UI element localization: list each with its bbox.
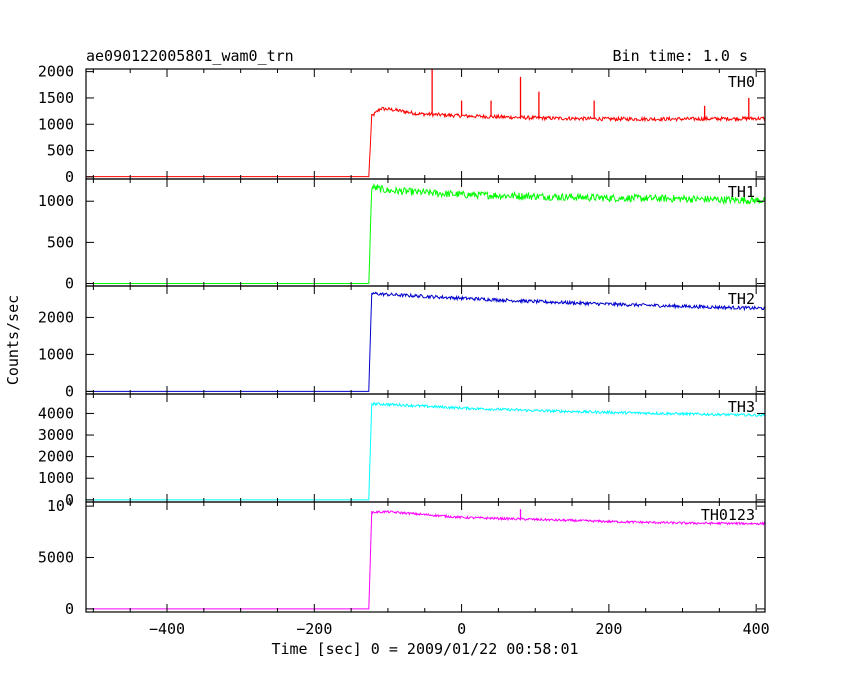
panel-label: TH0123 [701, 506, 755, 524]
panel-frame [85, 178, 766, 287]
x-tick-label: −400 [149, 620, 185, 638]
panel-frame [85, 501, 766, 613]
panel-th0: 2000 1500 1000 500 0 TH0 [38, 63, 766, 186]
panel-frame [85, 285, 766, 395]
x-axis-label: Time [sec] 0 = 2009/01/22 00:58:01 [271, 640, 578, 658]
y-tick-label: 0 [65, 600, 74, 618]
y-tick-label: 1000 [38, 469, 74, 487]
y-tick-label: 1000 [38, 115, 74, 133]
y-tick-label: 500 [47, 233, 74, 251]
series-th0 [86, 106, 766, 178]
x-tick-label: 400 [743, 620, 770, 638]
x-tick-label: 0 [457, 620, 466, 638]
y-tick-label: 0 [65, 168, 74, 186]
y-tick-label: 1500 [38, 89, 74, 107]
y-tick-label: 5000 [38, 549, 74, 567]
panel-label: TH3 [728, 398, 755, 416]
panel-th2: 2000 1000 0 TH2 [38, 285, 766, 400]
y-tick-label: 0 [65, 491, 74, 509]
panel-label: TH0 [728, 73, 755, 91]
panel-frame [85, 393, 766, 503]
panel-th3: 4000 3000 2000 1000 0 TH3 [38, 393, 766, 509]
panel-label: TH1 [728, 183, 755, 201]
panel-th0123: 10⁴ 5000 0 TH0123 [38, 497, 766, 618]
y-tick-label: 1000 [38, 345, 74, 363]
y-tick-label: 1000 [38, 192, 74, 210]
y-tick-label: 2000 [38, 308, 74, 326]
series-th0123 [86, 509, 766, 610]
y-tick-label: 0 [65, 382, 74, 400]
series-th3 [86, 401, 766, 501]
y-axis-label: Counts/sec [4, 295, 22, 385]
y-tick-label: 0 [65, 275, 74, 293]
y-tick-label: 10⁴ [47, 497, 74, 515]
series-th2 [86, 291, 766, 392]
series-th1 [86, 182, 766, 285]
y-tick-label: 4000 [38, 404, 74, 422]
y-tick-label: 3000 [38, 426, 74, 444]
y-tick-label: 2000 [38, 448, 74, 466]
panels-group: 2000150010005000TH010005000TH1200010000T… [38, 63, 770, 638]
chart-title: ae090122005801_wam0_trn [86, 47, 294, 65]
x-tick-label: −200 [296, 620, 332, 638]
bin-time-label: Bin time: 1.0 s [613, 47, 748, 65]
panel-label: TH2 [728, 290, 755, 308]
y-tick-label: 500 [47, 142, 74, 160]
panel-th1: 1000 500 0 TH1 [38, 178, 766, 293]
x-tick-label: 200 [595, 620, 622, 638]
y-tick-label: 2000 [38, 63, 74, 81]
panel-frame [85, 68, 766, 180]
